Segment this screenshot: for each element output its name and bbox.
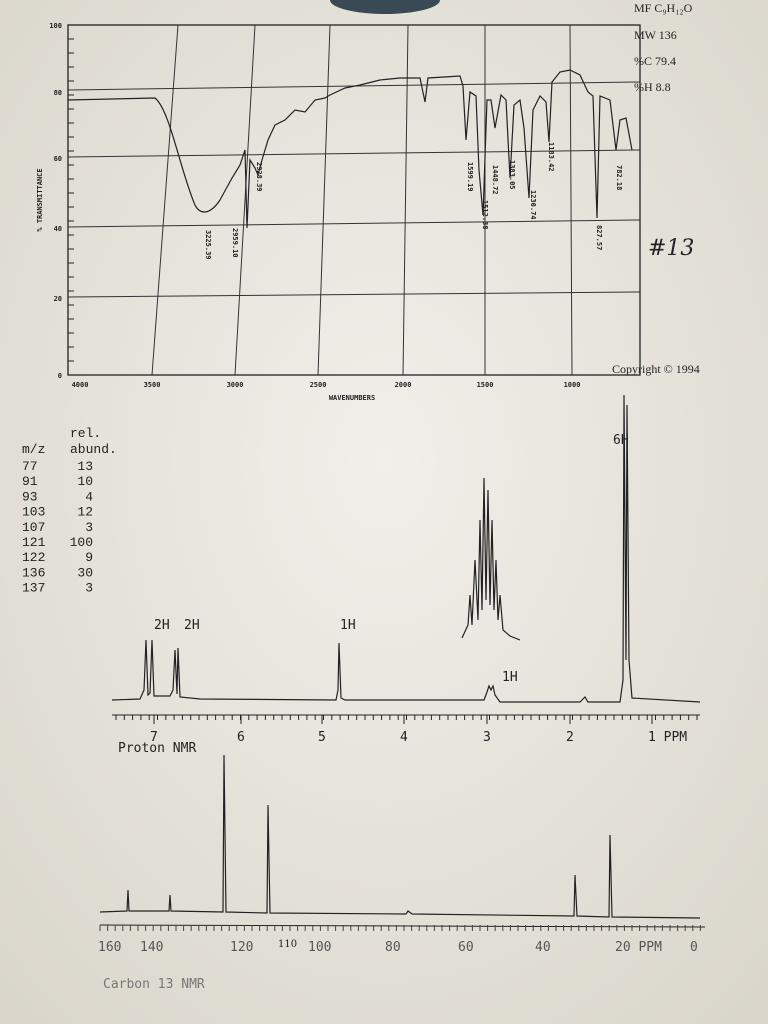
x-tick-label: 3000: [227, 381, 244, 389]
mz-value: 107: [22, 520, 45, 535]
mz-value: 91: [22, 474, 38, 489]
axis: [99, 924, 706, 928]
abundance-value: 10: [77, 474, 93, 489]
spectrum-title: Carbon 13 NMR: [103, 977, 205, 992]
proton-trace: [111, 394, 701, 703]
integration: 1H: [502, 670, 518, 685]
copyright: Copyright © 1994: [612, 362, 700, 376]
peak-label: 1599.19: [466, 162, 474, 192]
handwritten-number: #13: [648, 236, 694, 261]
peak-label: 1512.38: [481, 200, 489, 230]
peak-label: 1383.05: [508, 160, 516, 190]
x-tick-label: 1 PPM: [648, 730, 687, 745]
peak-label: 2959.10: [231, 228, 239, 258]
carbon-nmr: 160 140 120 100 80 60 40 20 PPM 0 110 Carbon 13 …: [98, 754, 706, 992]
x-tick-label: 1000: [564, 381, 581, 389]
x-tick-label: 120: [230, 940, 253, 955]
abundance-value: 4: [85, 489, 93, 504]
x-tick-label: 20 PPM: [615, 940, 662, 955]
y-tick-label: 100: [49, 22, 62, 30]
x-tick-label: 3: [483, 730, 491, 745]
integration: 1H: [340, 618, 356, 633]
x-tick-label: 160: [98, 940, 121, 955]
molecular-weight: MW 136: [634, 28, 677, 42]
multiplet-inset: [461, 477, 521, 641]
y-tick-label: 60: [54, 155, 62, 163]
grid-line: [151, 24, 179, 376]
x-tick-label: 2000: [395, 381, 412, 389]
y-tick-label: 80: [54, 89, 62, 97]
formula: MF C₉H₁₂O: [634, 1, 693, 15]
grid-line: [317, 24, 331, 376]
mz-value: 103: [22, 505, 45, 520]
x-tick-label: 4: [400, 730, 408, 745]
grid-line: [402, 24, 409, 376]
mz-value: 77: [22, 459, 38, 474]
table-header: abund.: [70, 442, 117, 457]
abundance-value: 9: [85, 550, 93, 565]
x-tick-label: 40: [535, 940, 551, 955]
peak-label: 827.57: [595, 225, 603, 250]
abundance-value: 30: [77, 565, 93, 580]
x-tick-label: 6: [237, 730, 245, 745]
mz-value: 136: [22, 565, 45, 580]
handwritten-note: 110: [278, 939, 297, 950]
abundance-value: 12: [77, 505, 93, 520]
mz-value: 137: [22, 581, 45, 596]
x-tick-label: 7: [150, 730, 158, 745]
peak-label: 3225.39: [204, 230, 212, 260]
grid-line: [67, 291, 641, 298]
table-header: m/z: [22, 442, 45, 457]
abundance-value: 13: [77, 459, 93, 474]
y-tick-label: 0: [58, 372, 62, 380]
table-header: rel.: [70, 426, 101, 441]
carbon-trace: [99, 754, 701, 919]
mz-value: 121: [22, 535, 46, 550]
carbon-percent: %C 79.4: [634, 54, 676, 68]
mz-value: 122: [22, 550, 45, 565]
x-tick-label: 80: [385, 940, 401, 955]
abundance-value: 3: [85, 520, 93, 535]
x-tick-label: 2500: [310, 381, 327, 389]
abundance-value: 3: [85, 581, 93, 596]
peak-label: 1230.74: [529, 190, 537, 220]
x-tick-label: 3500: [144, 381, 161, 389]
abundance-value: 100: [70, 535, 93, 550]
x-tick-label: 140: [140, 940, 163, 955]
x-tick-label: 2: [566, 730, 574, 745]
grid-line: [67, 149, 641, 158]
integration: 6H: [613, 433, 629, 448]
integration: 2H: [184, 618, 200, 633]
y-tick-label: 20: [54, 295, 62, 303]
y-tick-label: 40: [54, 225, 62, 233]
ir-spectrum: 100 80 60 40 20 0 4000 3500 3000 2500 2000 1500 1000…: [36, 22, 700, 402]
peak-label: 2928.39: [255, 162, 263, 192]
object-shadow: [330, 0, 440, 14]
y-axis-label: % TRANSMITTANCE: [36, 168, 44, 231]
x-axis-label: WAVENUMBERS: [329, 394, 375, 402]
grid-line: [234, 24, 256, 376]
spectrum-title: Proton NMR: [118, 741, 196, 756]
peak-label: 1183.42: [547, 142, 555, 172]
hydrogen-percent: %H 8.8: [634, 80, 671, 94]
integration: 2H: [154, 618, 170, 633]
x-tick-label: 100: [308, 940, 331, 955]
x-tick-label: 5: [318, 730, 326, 745]
x-tick-label: 60: [458, 940, 474, 955]
peak-label: 782.18: [615, 165, 623, 190]
ir-frame: [67, 24, 641, 376]
peak-label: 1448.72: [491, 165, 499, 195]
grid-line: [569, 24, 573, 376]
ir-trace: [67, 69, 633, 229]
x-tick-label: 1500: [477, 381, 494, 389]
x-tick-label: 0: [690, 940, 698, 955]
x-tick-label: 4000: [72, 381, 89, 389]
proton-nmr: 7 6 5 4 3 2 1 PPM 2H 2H 1H 1H 6H Proton NMR: [111, 394, 701, 756]
mz-value: 93: [22, 489, 38, 504]
